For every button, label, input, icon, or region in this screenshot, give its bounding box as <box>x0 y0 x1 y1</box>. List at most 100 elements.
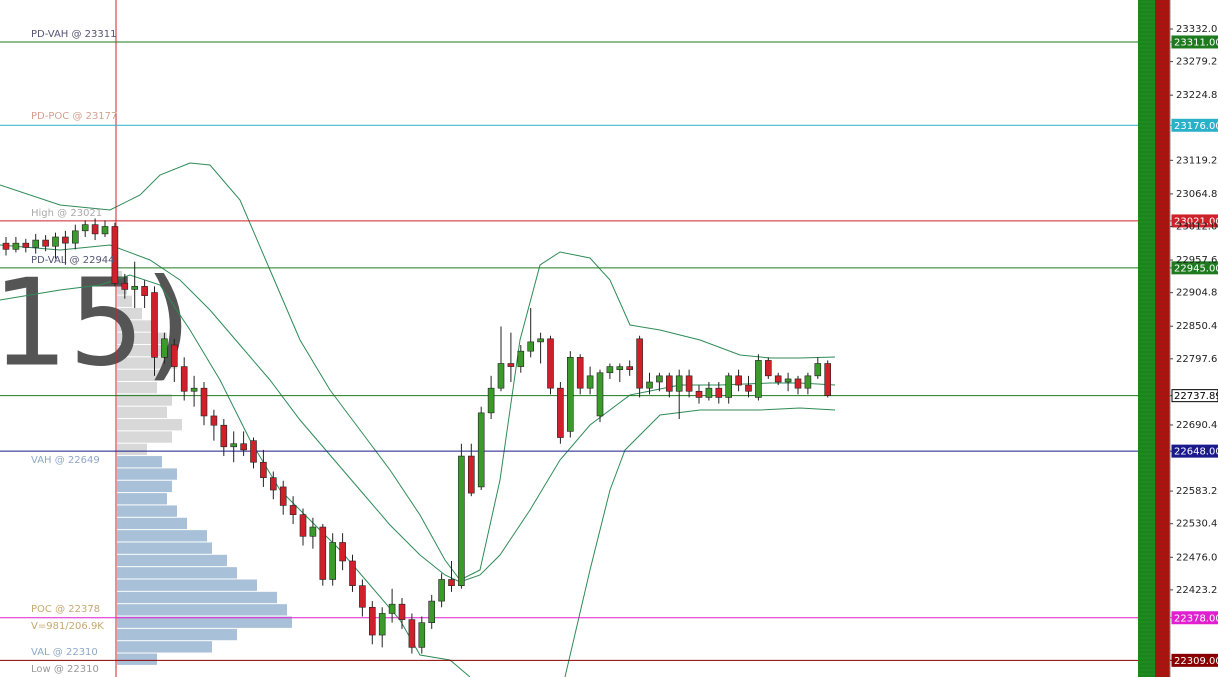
y-tick-label: 22530.40 <box>1176 519 1218 530</box>
candle-body <box>715 387 723 398</box>
level-label: 22737.89 <box>1174 391 1218 402</box>
y-tick-label: 23279.20 <box>1176 57 1218 68</box>
candle-body <box>448 579 455 586</box>
candle-body <box>735 375 742 386</box>
candle-body <box>497 363 505 389</box>
annotation: PD-VAL @ 22944 <box>31 255 115 266</box>
candle-body <box>557 387 564 438</box>
profile-bar <box>117 332 167 344</box>
profile-bar <box>117 530 207 542</box>
level-label: 22378.00 <box>1174 613 1218 624</box>
candle-body <box>458 455 465 586</box>
candle-body <box>695 390 703 398</box>
candle-body <box>22 242 30 248</box>
profile-bar <box>117 320 157 332</box>
profile-bar <box>117 628 237 641</box>
profile-bar <box>117 641 212 653</box>
profile-bar <box>117 505 177 517</box>
dom-ask-column <box>1155 0 1170 677</box>
profile-bar <box>117 579 257 591</box>
level-label-box <box>1171 214 1218 228</box>
candle-body <box>804 375 812 389</box>
profile-bar <box>117 307 142 320</box>
y-tick-label: 23012.00 <box>1176 221 1218 232</box>
annotation: POC @ 22378 <box>31 604 100 615</box>
y-tick-label: 23332.00 <box>1176 24 1218 35</box>
candle-body <box>636 338 643 389</box>
candle-body <box>685 375 693 392</box>
level-label: 23021.00 <box>1174 216 1218 227</box>
level-label-box <box>1171 35 1218 49</box>
candle-body <box>646 381 653 389</box>
candle-body <box>101 226 109 235</box>
y-tick-label: 22423.20 <box>1176 585 1218 596</box>
level-label-box <box>1171 261 1218 275</box>
candle-body <box>794 378 802 389</box>
candle-body <box>527 341 535 352</box>
candle-body <box>359 585 366 608</box>
candle-body <box>398 603 406 620</box>
level-label: 22648.00 <box>1174 447 1218 458</box>
bollinger-lower <box>564 407 836 677</box>
candle-body <box>378 613 386 636</box>
price-axis: 23311.00 23176.00 23021.00 22945.00 22737.89… <box>1170 24 1218 667</box>
y-tick-label: 22850.40 <box>1176 321 1218 332</box>
candle-body <box>111 226 119 284</box>
candle-body <box>52 236 59 247</box>
candle-body <box>180 366 188 392</box>
level-label: 22945.00 <box>1174 263 1218 274</box>
candles <box>2 218 832 654</box>
candle-body <box>91 224 99 235</box>
y-tick-label: 23224.80 <box>1176 90 1218 101</box>
candle-body <box>299 514 307 537</box>
profile-bar <box>117 456 162 468</box>
profile-bar <box>117 344 172 357</box>
candle-body <box>210 415 218 426</box>
candle-body <box>220 424 228 448</box>
candle-body <box>586 375 594 389</box>
candle-body <box>131 286 138 290</box>
profile-bar <box>117 431 172 443</box>
profile-bar <box>117 382 157 394</box>
candle-body <box>596 372 604 417</box>
candle-body <box>240 443 247 451</box>
annotation: V=981/206.9K <box>31 621 104 632</box>
candle-body <box>250 440 257 463</box>
candle-body <box>665 375 673 392</box>
candle-body <box>418 622 426 648</box>
candle-body <box>467 455 475 494</box>
candle-body <box>606 366 614 374</box>
candle-body <box>368 606 376 636</box>
profile-bar <box>117 270 122 283</box>
candle-body <box>784 378 792 383</box>
dom-bid-column <box>1138 0 1155 677</box>
candle-body <box>2 242 10 250</box>
candle-body <box>141 286 148 296</box>
candle-body <box>72 230 79 244</box>
candle-body <box>319 526 327 580</box>
candle-body <box>675 375 683 392</box>
candle-body <box>349 560 356 586</box>
level-label: 22309.00 <box>1174 656 1218 667</box>
profile-bar <box>117 369 162 382</box>
candle-body <box>507 363 515 367</box>
profile-bar <box>117 357 177 369</box>
candle-body <box>824 363 832 396</box>
volume-profile <box>117 270 292 665</box>
candle-body <box>12 242 20 250</box>
candle-body <box>705 387 713 398</box>
candle-body <box>477 412 485 488</box>
candle-body <box>329 542 337 580</box>
annotations: PD-VAH @ 23311 PD-POC @ 23177 High @ 23021… <box>31 29 117 675</box>
y-tick-label: 22904.80 <box>1176 288 1218 299</box>
y-tick-label: 22957.60 <box>1176 255 1218 266</box>
profile-bar <box>117 394 172 406</box>
profile-bar <box>117 554 227 567</box>
level-label: 23311.00 <box>1174 37 1218 48</box>
candle-body <box>428 600 436 623</box>
annotation: PD-POC @ 23177 <box>31 111 117 122</box>
candle-body <box>745 384 752 392</box>
profile-bar <box>117 653 157 665</box>
y-tick-label: 23064.80 <box>1176 189 1218 200</box>
candle-body <box>626 366 634 370</box>
